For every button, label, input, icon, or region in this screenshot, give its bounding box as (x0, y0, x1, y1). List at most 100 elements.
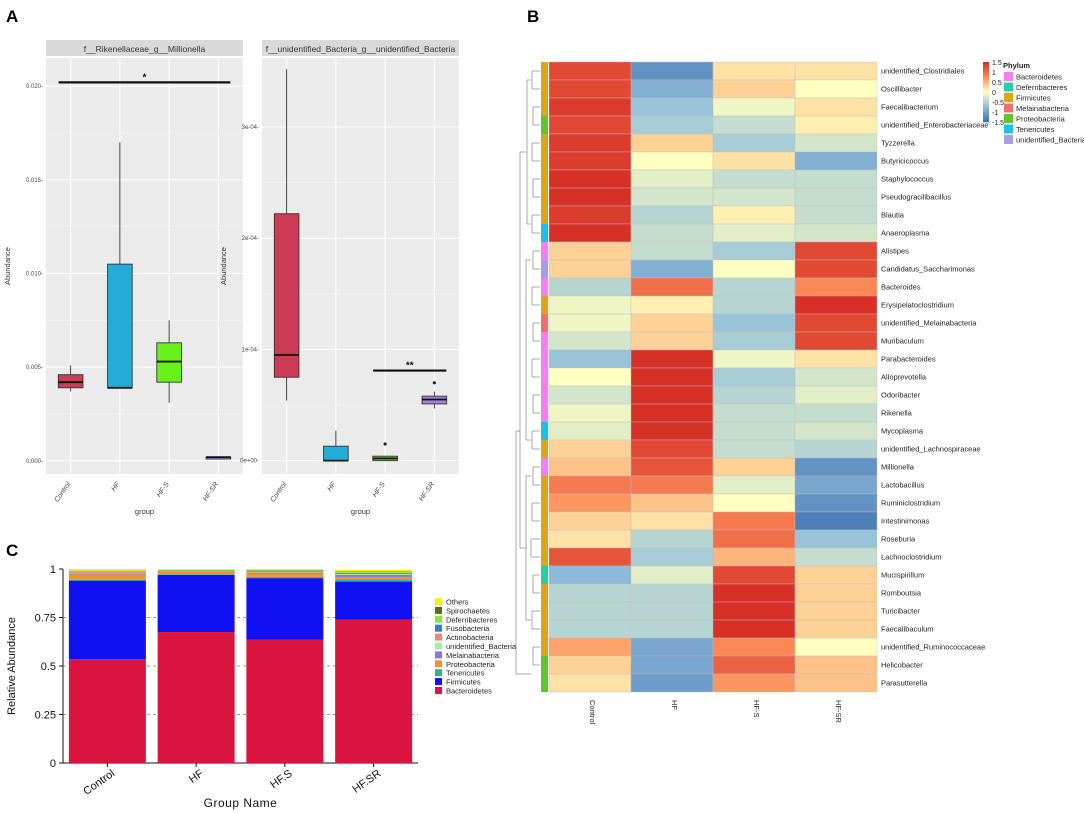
phylum-legend-label: Tenericutes (1016, 125, 1055, 134)
heatmap-cell (630, 457, 714, 477)
phylum-annotation-cell (541, 386, 548, 404)
heatmap-cell (630, 313, 714, 333)
legend-label: Actinobacteria (446, 633, 494, 642)
stacked-segment (335, 576, 413, 580)
row-label: Tyzzerella (881, 139, 916, 148)
dendrogram-link (519, 151, 526, 549)
heatmap-cell (630, 115, 714, 135)
panel-label-b: B (527, 7, 539, 26)
heatmap-cell (712, 529, 796, 549)
legend-swatch (435, 633, 442, 641)
dendrogram-link (532, 466, 540, 486)
heatmap-cell (548, 97, 632, 117)
panel-c-stacked-bar: 0 0.25 0.5 0.75 1 Control HF HF.S HF.SR Group Nam… (6, 564, 517, 810)
row-label: Bacteroides (881, 283, 921, 292)
legend-label: Bacteroidetes (446, 687, 492, 696)
heatmap-cell (630, 511, 714, 531)
heatmap-cell (712, 601, 796, 621)
dendrogram-link (531, 430, 540, 450)
row-label: unidentified_Ruminococcaceae (881, 643, 985, 652)
color-scale-label: 0.5 (992, 80, 1002, 87)
stacked-segment (157, 574, 235, 575)
row-label: Lactobacillus (881, 481, 925, 490)
heatmap-cell (548, 133, 632, 153)
heatmap-cell (630, 169, 714, 189)
heatmap-cell (712, 295, 796, 315)
color-scale-step (983, 82, 989, 85)
legend-swatch (435, 624, 442, 632)
x-tick-label: HF-S (156, 481, 171, 499)
phylum-annotation-cell (541, 116, 548, 134)
color-scale-step (983, 84, 989, 87)
stacked-segment (246, 574, 324, 577)
row-label: unidentified_Lachnospiraceae (881, 445, 981, 454)
row-label: Anaeroplasma (881, 229, 930, 238)
dendrogram-link (515, 430, 531, 675)
heatmap-cell (548, 673, 632, 693)
heatmap-cell (712, 493, 796, 513)
heatmap-cell (548, 421, 632, 441)
phylum-legend-label: Firmicutes (1016, 94, 1051, 103)
heatmap-cell (712, 403, 796, 423)
heatmap-cell (630, 385, 714, 405)
y-axis-title: Abundance (219, 247, 228, 285)
phylum-legend-swatch (1004, 72, 1013, 81)
x-tick-label: Control (54, 481, 73, 504)
y-tick-label: 0.005- (26, 365, 43, 371)
row-label: Butyricicoccus (881, 157, 929, 166)
heatmap-cell (794, 421, 878, 441)
row-label: Oscillibacter (881, 85, 922, 94)
heatmap-cell (794, 367, 878, 387)
x-tick-label: HF-SR (202, 481, 220, 503)
heatmap-cell (712, 151, 796, 171)
y-tick-label: 0.000- (26, 459, 43, 465)
heatmap-cell (794, 277, 878, 297)
y-tick-label: 1 (50, 564, 56, 576)
color-scale-step (983, 104, 989, 107)
phylum-annotation-cell (541, 368, 548, 386)
heatmap-cell (794, 655, 878, 675)
heatmap-cell (794, 259, 878, 279)
heatmap-cell (794, 475, 878, 495)
color-scale-label: -1 (992, 110, 998, 117)
stacked-segment (157, 632, 235, 763)
heatmap-cell (630, 403, 714, 423)
legend-swatch (435, 651, 442, 659)
phylum-annotation-cell (541, 98, 548, 116)
y-tick-label: 0.5 (41, 661, 56, 673)
legend-label: Melainabacteria (446, 651, 500, 660)
legend-label: Deferribacteres (446, 615, 498, 624)
row-label: Staphylococcus (881, 175, 934, 184)
heatmap-cell (712, 673, 796, 693)
heatmap-cell (712, 331, 796, 351)
dendrogram-link (532, 322, 540, 342)
column-label: HF (670, 700, 679, 710)
phylum-legend-label: Deferribacteres (1016, 83, 1068, 92)
row-label: unidentified_Enterobacteriaceae (881, 121, 989, 130)
heatmap-cell (548, 295, 632, 315)
color-scale-step (983, 68, 989, 71)
dendrogram-link (532, 646, 540, 666)
heatmap-cell (630, 547, 714, 567)
plot-background (46, 58, 243, 474)
stacked-segment (246, 569, 324, 571)
dendrogram-link (525, 475, 531, 621)
phylum-annotation-cell (541, 260, 548, 278)
heatmap-cell (548, 655, 632, 675)
x-tick-label: HF (110, 481, 122, 493)
phylum-legend-title: Phylum (1003, 61, 1030, 70)
phylum-annotation-cell (541, 674, 548, 692)
dendrogram-link (532, 574, 540, 594)
heatmap-cell (630, 421, 714, 441)
heatmap-cell (712, 583, 796, 603)
stacked-segment (68, 569, 146, 571)
heatmap-cell (548, 367, 632, 387)
heatmap-cell (712, 205, 796, 225)
box-hf-s (156, 342, 182, 383)
row-label: Intestinimonas (881, 517, 930, 526)
heatmap-cell (794, 673, 878, 693)
stacked-segment (68, 579, 146, 581)
heatmap-cell (794, 547, 878, 567)
stacked-segment (335, 569, 413, 572)
